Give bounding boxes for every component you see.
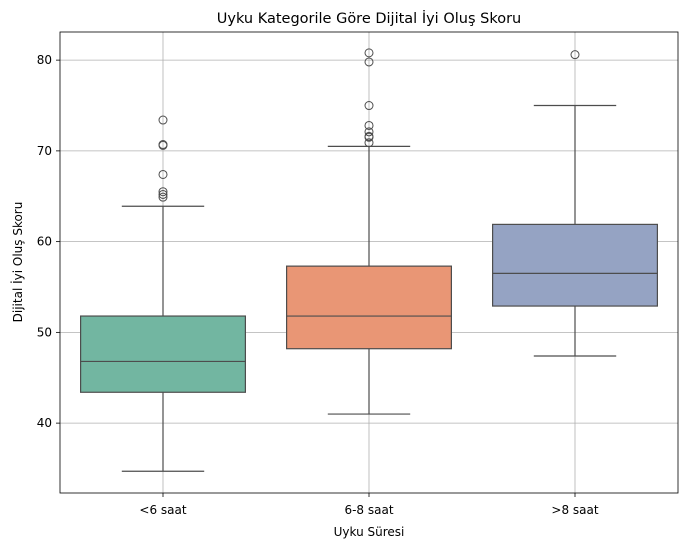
- outlier-point: [158, 169, 168, 179]
- boxes: [79, 48, 659, 472]
- outlier-point: [364, 127, 374, 137]
- outlier-point: [364, 57, 374, 67]
- iqr-box: [492, 223, 659, 307]
- outlier-point: [364, 48, 374, 58]
- outlier-point: [158, 115, 168, 125]
- x-axis-label: Uyku Süresi: [334, 525, 405, 539]
- outlier-point: [158, 187, 168, 197]
- outlier-point: [364, 131, 374, 141]
- iqr-box: [286, 265, 453, 350]
- outlier-point: [364, 138, 374, 148]
- y-tick-label: 50: [37, 325, 52, 339]
- x-tick-label: <6 saat: [139, 503, 186, 517]
- outlier-point: [364, 101, 374, 111]
- y-tick-label: 60: [37, 235, 52, 249]
- box-group: [79, 115, 247, 472]
- y-axis-label: Dijital İyi Oluş Skoru: [10, 202, 25, 323]
- y-tick-label: 80: [37, 53, 52, 67]
- axis-ticks: 40 50 60 70 80 <6 saat 6-8 saat >8 saat: [37, 53, 599, 517]
- box-group: [492, 50, 659, 357]
- outlier-point: [158, 192, 168, 202]
- outlier-point: [570, 50, 580, 60]
- iqr-box: [79, 315, 247, 393]
- chart-title: Uyku Kategorile Göre Dijital İyi Oluş Sk…: [217, 9, 521, 27]
- outlier-point: [364, 120, 374, 130]
- y-tick-label: 40: [37, 416, 52, 430]
- x-tick-label: >8 saat: [551, 503, 598, 517]
- y-tick-label: 70: [37, 144, 52, 158]
- x-tick-label: 6-8 saat: [344, 503, 393, 517]
- box-group: [286, 48, 453, 415]
- outlier-point: [158, 189, 168, 199]
- outlier-point: [158, 140, 168, 150]
